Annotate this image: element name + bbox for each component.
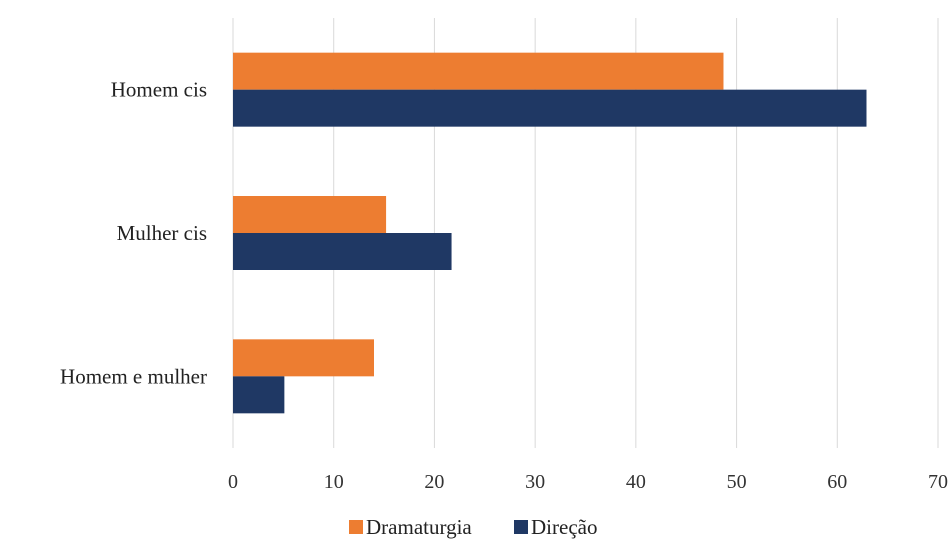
x-axis-tick-labels: 0 10 20 30 40 50 60 70 [228,471,948,493]
x-tick-label-20: 20 [424,471,444,493]
legend-swatch-dramaturgia [349,520,363,534]
x-tick-label-60: 60 [827,471,847,493]
category-label-mulher-cis: Mulher cis [117,221,207,245]
x-tick-label-50: 50 [727,471,747,493]
legend-swatch-direcao [514,520,528,534]
category-label-homem-cis: Homem cis [111,78,207,102]
x-tick-label-0: 0 [228,471,238,493]
legend-label-direcao: Direção [531,515,597,539]
x-tick-label-70: 70 [928,471,948,493]
bar-homem-e-mulher-direcao [233,376,285,414]
legend-label-dramaturgia: Dramaturgia [366,515,472,539]
legend: Dramaturgia Direção [349,515,597,539]
y-axis-category-labels: Homem cis Mulher cis Homem e mulher [60,78,207,389]
bar-homem-e-mulher-dramaturgia [233,339,374,377]
x-tick-label-30: 30 [525,471,545,493]
bar-mulher-cis-direcao [233,233,452,270]
bar-homem-cis-direcao [233,89,867,127]
x-tick-label-40: 40 [626,471,646,493]
bars [233,52,867,414]
bar-mulher-cis-dramaturgia [233,196,387,233]
category-label-homem-e-mulher: Homem e mulher [60,364,207,388]
x-tick-label-10: 10 [324,471,344,493]
bar-homem-cis-dramaturgia [233,52,724,90]
